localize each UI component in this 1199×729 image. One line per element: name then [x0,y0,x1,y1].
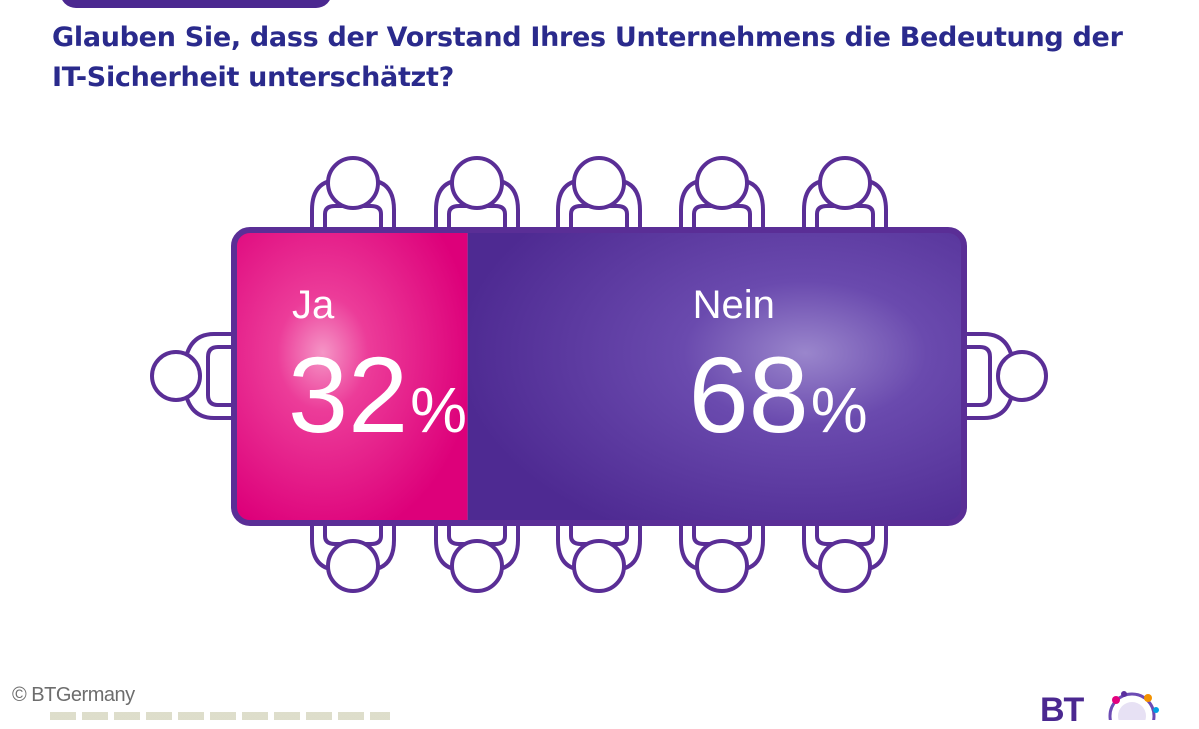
category-label-ja: Ja [292,283,335,327]
bt-globe-icon [1108,691,1159,720]
value-label-nein: 68% [689,334,868,455]
chart-bars [234,230,964,523]
people-side [150,332,1048,420]
question-line-2: IT-Sicherheit unterschätzt? [52,62,454,93]
value-label-ja: 32% [288,334,467,455]
bt-logo: BT [1040,690,1170,728]
bar-ja [234,230,468,523]
person-icon-right [944,332,1048,420]
table-outline [231,227,967,526]
header-tab [60,0,332,8]
person-icon-bottom-2 [434,501,520,593]
person-icon-top-2 [434,156,520,250]
footnote-source [50,712,390,720]
bar-nein [467,230,964,523]
chart-labels: Ja 32% Nein 68% [288,283,868,455]
question-title: Glauben Sie, dass der Vorstand Ihres Unt… [52,18,1152,98]
person-icon-top-1 [310,156,396,250]
people-top-row [310,156,888,250]
bt-logo-text: BT [1040,691,1084,729]
category-label-nein: Nein [693,283,775,327]
copyright-text: © BTGermany [12,684,135,706]
question-line-1: Glauben Sie, dass der Vorstand Ihres Unt… [52,22,1123,53]
